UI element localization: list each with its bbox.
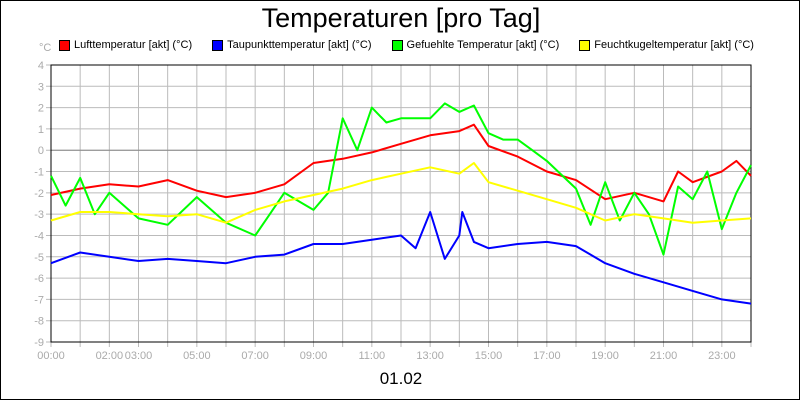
x-tick-label: 05:00: [183, 350, 211, 362]
legend-label: Gefuehlte Temperatur [akt] (°C): [406, 39, 560, 51]
x-tick-label: 19:00: [591, 350, 619, 362]
y-axis-unit: °C: [39, 42, 52, 54]
legend-item-taupunkt: Taupunkttemperatur [akt] (°C): [212, 39, 372, 51]
y-tick-label: -9: [34, 337, 44, 349]
y-tick-label: -6: [34, 273, 44, 285]
y-tick-label: -8: [34, 316, 44, 328]
x-tick-label: 11:00: [358, 350, 385, 362]
y-tick-label: -2: [34, 188, 44, 200]
x-tick-label: 00:00: [37, 350, 65, 362]
legend-item-feuchtkugel: Feuchtkugeltemperatur [akt] (°C): [579, 39, 754, 51]
x-axis-date-label: 01.02: [379, 369, 423, 388]
legend-label: Taupunkttemperatur [akt] (°C): [227, 39, 372, 51]
legend-label: Feuchtkugeltemperatur [akt] (°C): [594, 39, 754, 51]
legend-swatch: [212, 39, 224, 51]
x-tick-label: 03:00: [125, 350, 153, 362]
y-tick-label: 0: [38, 145, 44, 157]
x-tick-label: 17:00: [533, 350, 561, 362]
x-tick-label: 02:00: [96, 350, 124, 362]
legend-swatch: [391, 39, 403, 51]
series-line-2: [50, 102, 752, 256]
y-tick-label: 1: [38, 124, 44, 136]
y-tick-label: -5: [34, 252, 44, 264]
plot-border: [50, 64, 752, 343]
series-line-3: [50, 162, 752, 224]
y-tick-label: 4: [38, 60, 44, 72]
x-tick-label: 07:00: [241, 350, 269, 362]
x-tick-label: 21:00: [650, 350, 678, 362]
legend: Lufttemperatur [akt] (°C) Taupunkttemper…: [59, 39, 754, 51]
series-line-0: [50, 123, 752, 203]
chart-title: Temperaturen [pro Tag]: [261, 3, 541, 33]
legend-swatch: [579, 39, 591, 51]
x-tick-label: 23:00: [708, 350, 736, 362]
legend-swatch: [59, 39, 70, 51]
x-tick-label: 15:00: [475, 350, 503, 362]
y-tick-label: 2: [38, 103, 44, 115]
x-tick-label: 09:00: [300, 350, 328, 362]
legend-item-gefuehlt: Gefuehlte Temperatur [akt] (°C): [391, 39, 560, 51]
y-tick-label: -3: [34, 209, 44, 221]
y-tick-label: -7: [34, 294, 44, 306]
legend-item-luft: Lufttemperatur [akt] (°C): [59, 39, 192, 51]
y-tick-label: 3: [38, 81, 44, 93]
legend-label: Lufttemperatur [akt] (°C): [74, 39, 193, 51]
y-tick-label: -1: [34, 167, 44, 179]
series-line-1: [50, 211, 752, 305]
x-tick-label: 13:00: [416, 350, 444, 362]
y-tick-label: -4: [34, 230, 44, 242]
